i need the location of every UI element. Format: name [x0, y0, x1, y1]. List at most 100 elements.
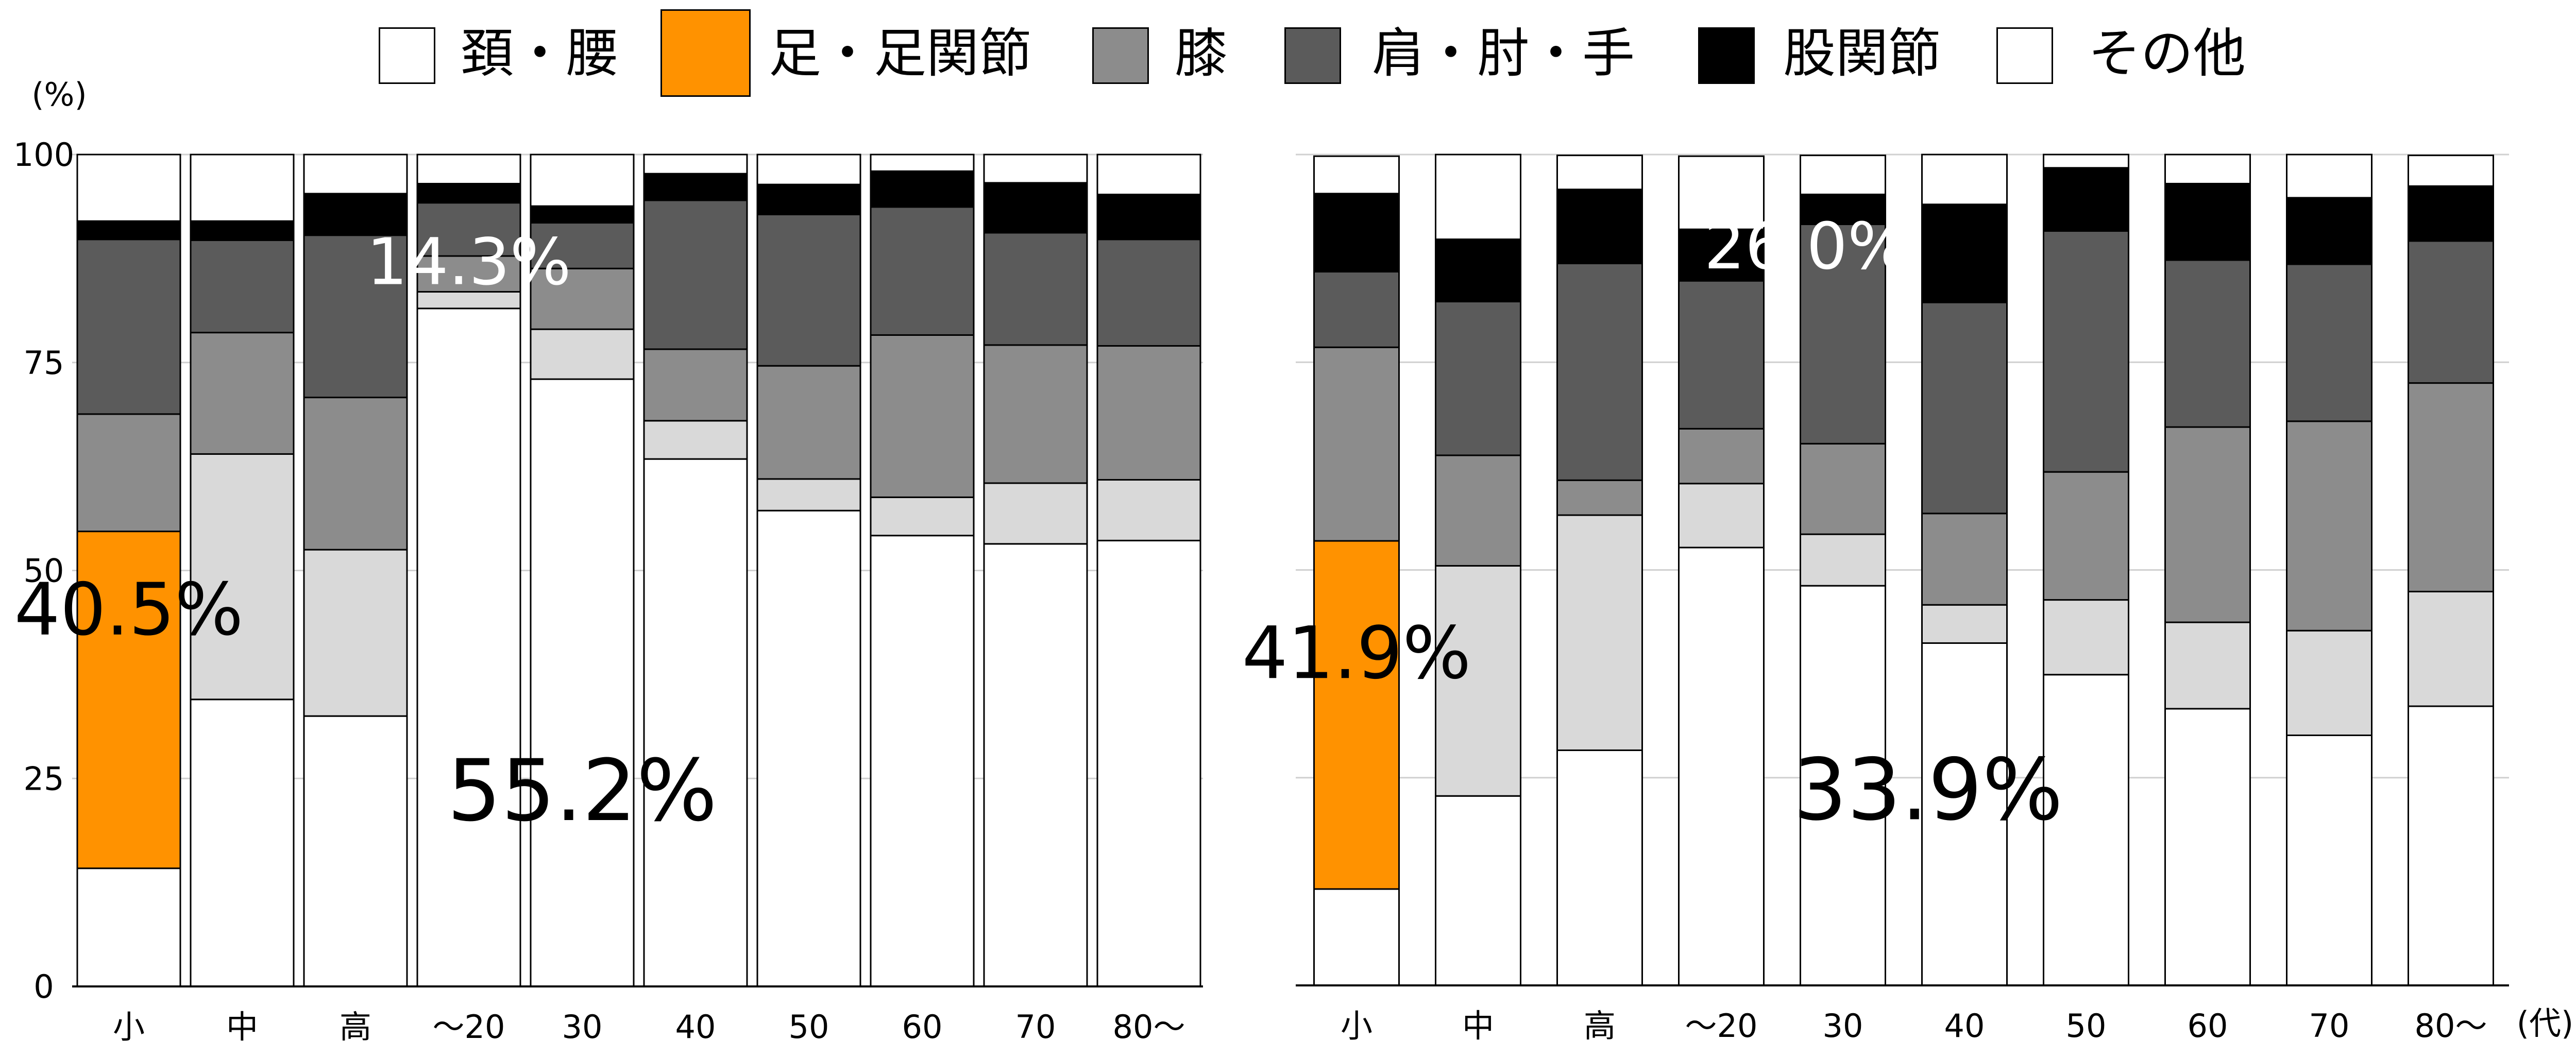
x-tick-label-0-4: 30 [562, 1008, 603, 1046]
annotation-0-1: 14.3% [366, 225, 571, 300]
annotation-0-2: 55.2% [447, 741, 717, 840]
x-tick-label-1-5: 40 [1944, 1007, 1985, 1045]
bar-segment-1-3-1 [1678, 483, 1765, 549]
bar-segment-1-1-4 [1435, 301, 1521, 456]
bar-segment-0-1-3 [190, 332, 295, 455]
bar-segment-1-6-6 [2043, 154, 2129, 169]
bar-segment-0-3-6 [416, 154, 521, 185]
x-tick-label-0-7: 60 [902, 1008, 943, 1046]
bar-segment-1-1-5 [1435, 238, 1521, 303]
bar-segment-1-9-0 [2408, 705, 2494, 986]
legend-label-shoulder-elbow-hand: 肩・肘・手 [1372, 23, 1635, 84]
bar-segment-0-5-5 [643, 173, 748, 201]
bar-segment-1-8-3 [2286, 420, 2372, 632]
legend-swatch-hip [1698, 27, 1755, 84]
bar-segment-1-3-0 [1678, 547, 1765, 986]
bar-segment-1-1-6 [1435, 154, 1521, 241]
bar-segment-1-6-5 [2043, 167, 2129, 232]
bar-segment-0-6-0 [756, 509, 861, 987]
bar-segment-0-6-5 [756, 183, 861, 215]
bar-segment-1-0-2 [1313, 540, 1400, 890]
legend-swatch-knee [1092, 27, 1149, 84]
bar-segment-1-6-4 [2043, 230, 2129, 473]
chart-right: 小 中 高 ～20 30 40 50 60 70 80～ 41.9% 26.0% 33.9% [1242, 154, 2509, 1045]
x-tick-label-1-2: 高 [1584, 1007, 1616, 1045]
bar-segment-1-5-4 [1921, 301, 2008, 515]
bar-segment-0-6-1 [756, 478, 861, 512]
bar-segment-0-5-6 [643, 154, 748, 175]
bar-segment-0-2-3 [303, 397, 408, 551]
bar-segment-0-8-3 [983, 344, 1088, 484]
y-axis-unit: (%) [31, 76, 87, 113]
x-tick-label-1-1: 中 [1462, 1007, 1494, 1045]
bar-segment-1-4-6 [1800, 155, 1886, 195]
bar-segment-1-7-3 [2164, 426, 2251, 623]
bar-segment-0-4-6 [530, 154, 635, 207]
bar-segment-1-9-6 [2408, 155, 2494, 187]
legend-swatch-foot-ankle [660, 9, 751, 97]
bar-segment-0-4-5 [530, 205, 635, 224]
bar-segment-0-8-5 [983, 182, 1088, 234]
legend-swatch-shoulder-elbow-hand [1284, 27, 1341, 84]
bar-segment-0-6-3 [756, 365, 861, 480]
y-tick-label-75: 75 [24, 344, 64, 382]
bar-segment-1-0-6 [1313, 155, 1400, 195]
annotation-1-2: 33.9% [1793, 740, 2063, 839]
annotation-1-1: 26.0% [1704, 209, 1909, 284]
x-tick-label-1-4: 30 [1823, 1007, 1863, 1045]
bar-segment-1-7-0 [2164, 708, 2251, 986]
x-tick-label-0-5: 40 [675, 1008, 716, 1046]
bar-segment-0-0-2 [76, 531, 181, 870]
x-tick-label-1-7: 60 [2188, 1007, 2228, 1045]
legend: 頚・腰 足・足関節 膝 肩・肘・手 股関節 その他 [0, 0, 2576, 98]
bar-segment-1-3-6 [1678, 155, 1765, 230]
bar-segment-0-4-1 [530, 328, 635, 380]
x-tick-label-1-6: 50 [2066, 1007, 2107, 1045]
bar-segment-1-2-1 [1556, 514, 1643, 752]
bar-segment-0-8-6 [983, 154, 1088, 184]
bar-segment-0-5-3 [643, 348, 748, 422]
bar-segment-0-9-4 [1096, 238, 1201, 347]
bar-segment-1-9-5 [2408, 185, 2494, 242]
annotation-0-0: 40.5% [14, 568, 244, 652]
bar-segment-0-0-5 [76, 220, 181, 241]
bar-segment-0-0-0 [76, 867, 181, 987]
bar-segment-1-2-6 [1556, 155, 1643, 191]
y-tick-label-50: 50 [24, 552, 64, 590]
x-axis-unit: (代) [2517, 1004, 2573, 1042]
x-tick-label-0-2: 高 [340, 1008, 371, 1046]
bar-segment-1-6-1 [2043, 599, 2129, 676]
bar-segment-1-7-6 [2164, 154, 2251, 184]
x-tick-label-1-9: 80～ [2415, 1007, 2487, 1045]
bar-segment-1-2-0 [1556, 749, 1643, 986]
bar-segment-0-1-0 [190, 698, 295, 987]
bar-segment-1-4-4 [1800, 223, 1886, 445]
bar-segment-0-1-5 [190, 220, 295, 241]
bar-segment-1-3-3 [1678, 428, 1765, 485]
bar-segment-0-9-0 [1096, 539, 1201, 987]
bar-segment-1-1-3 [1435, 454, 1521, 567]
legend-label-foot-ankle: 足・足関節 [769, 23, 1031, 84]
bar-segment-1-4-0 [1800, 585, 1886, 986]
bar-segment-0-0-4 [76, 238, 181, 415]
y-tick-label-100: 100 [13, 136, 74, 174]
bar-segment-1-5-5 [1921, 203, 2008, 303]
bar-segment-1-0-3 [1313, 346, 1400, 542]
bar-segment-1-8-6 [2286, 154, 2372, 199]
y-tick-label-0: 0 [33, 968, 54, 1005]
bar-segment-0-6-6 [756, 154, 861, 185]
bar-segment-1-5-0 [1921, 642, 2008, 986]
bar-segment-0-7-6 [870, 154, 975, 172]
bar-segment-0-2-1 [303, 549, 408, 717]
bar-segment-0-7-4 [870, 206, 975, 336]
bar-segment-1-1-0 [1435, 795, 1521, 986]
bar-segment-0-4-4 [530, 221, 635, 269]
bar-segment-1-5-3 [1921, 513, 2008, 606]
bar-segment-1-2-3 [1556, 479, 1643, 516]
bar-segment-1-2-4 [1556, 262, 1643, 481]
bar-segment-0-6-4 [756, 213, 861, 367]
bar-segment-0-7-3 [870, 334, 975, 498]
bar-segment-1-8-5 [2286, 197, 2372, 265]
